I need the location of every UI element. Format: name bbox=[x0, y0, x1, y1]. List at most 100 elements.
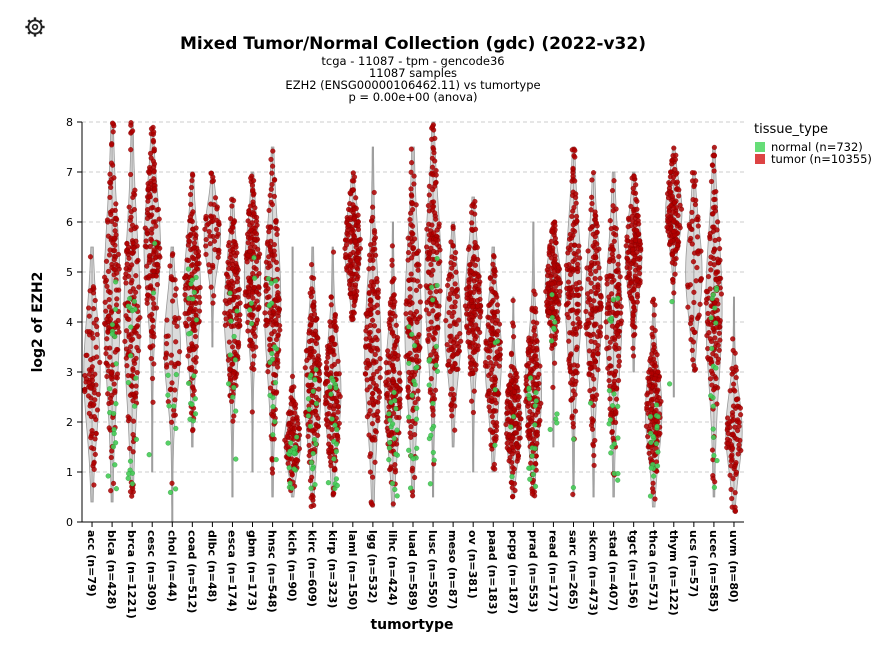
point-tumor-lusc bbox=[430, 335, 436, 341]
point-tumor-brca bbox=[132, 187, 138, 193]
point-tumor-thym bbox=[674, 238, 681, 244]
point-tumor-meso bbox=[453, 321, 459, 327]
point-tumor-lihc bbox=[389, 363, 395, 369]
point-normal-lihc bbox=[392, 398, 398, 404]
point-tumor-ucec bbox=[717, 246, 723, 252]
point-tumor-paad bbox=[492, 268, 498, 274]
point-tumor-sarc bbox=[570, 491, 576, 497]
point-normal-kirp bbox=[333, 441, 340, 447]
point-tumor-skcm bbox=[589, 419, 595, 425]
point-tumor-skcm bbox=[594, 392, 600, 398]
point-normal-esca bbox=[227, 290, 233, 296]
point-tumor-ucs bbox=[691, 289, 697, 295]
point-tumor-read bbox=[551, 268, 557, 274]
x-tick-label-ov: ov (n=381) bbox=[466, 530, 479, 599]
point-tumor-luad bbox=[408, 169, 414, 175]
point-tumor-prad bbox=[531, 308, 537, 314]
point-normal-thca bbox=[654, 463, 661, 469]
point-normal-kirc bbox=[305, 413, 311, 419]
point-normal-lusc bbox=[429, 284, 435, 290]
point-tumor-meso bbox=[449, 407, 455, 413]
point-tumor-skcm bbox=[589, 201, 595, 207]
point-tumor-ov bbox=[467, 262, 473, 268]
point-tumor-kirp bbox=[328, 349, 334, 355]
point-tumor-lusc bbox=[430, 187, 436, 193]
point-tumor-uvm bbox=[727, 388, 733, 394]
point-tumor-skcm bbox=[590, 254, 597, 260]
point-tumor-pcpg bbox=[505, 410, 511, 416]
point-tumor-acc bbox=[88, 367, 95, 373]
point-tumor-kirp bbox=[332, 319, 338, 325]
point-normal-kirc bbox=[308, 485, 314, 491]
point-tumor-kich bbox=[296, 426, 302, 432]
point-tumor-kirp bbox=[329, 427, 335, 433]
point-tumor-cesc bbox=[147, 273, 153, 279]
point-normal-brca bbox=[131, 298, 137, 304]
point-tumor-tgct bbox=[626, 215, 632, 221]
point-tumor-skcm bbox=[588, 264, 594, 270]
point-tumor-lihc bbox=[389, 330, 395, 336]
point-tumor-luad bbox=[412, 432, 418, 438]
point-tumor-esca bbox=[231, 219, 237, 225]
point-tumor-chol bbox=[172, 387, 178, 393]
point-tumor-dlbc bbox=[210, 262, 216, 268]
point-tumor-laml bbox=[354, 258, 360, 264]
point-tumor-dlbc bbox=[212, 247, 218, 253]
point-tumor-thym bbox=[670, 277, 676, 283]
point-tumor-thym bbox=[671, 205, 677, 211]
point-normal-coad bbox=[189, 277, 195, 283]
point-normal-lihc bbox=[390, 421, 396, 427]
point-tumor-ucec bbox=[708, 322, 714, 328]
point-tumor-esca bbox=[227, 372, 233, 378]
point-tumor-kirc bbox=[305, 382, 311, 388]
point-normal-blca bbox=[113, 440, 119, 446]
point-tumor-lgg bbox=[368, 501, 375, 507]
point-tumor-paad bbox=[490, 261, 496, 267]
point-tumor-chol bbox=[174, 323, 180, 329]
point-tumor-paad bbox=[491, 279, 497, 285]
point-tumor-tgct bbox=[634, 291, 640, 297]
point-tumor-sarc bbox=[566, 338, 572, 344]
point-tumor-lusc bbox=[433, 172, 439, 178]
point-tumor-lihc bbox=[390, 356, 396, 362]
point-tumor-read bbox=[546, 252, 552, 258]
point-tumor-cesc bbox=[150, 219, 156, 225]
point-normal-thca bbox=[655, 449, 661, 455]
point-normal-kirp bbox=[330, 378, 336, 384]
point-tumor-meso bbox=[450, 242, 456, 249]
point-tumor-ucs bbox=[691, 183, 697, 190]
point-tumor-tgct bbox=[631, 258, 637, 264]
point-tumor-kirc bbox=[305, 433, 311, 439]
point-tumor-lgg bbox=[371, 189, 377, 196]
point-tumor-coad bbox=[190, 209, 196, 215]
point-tumor-chol bbox=[164, 317, 170, 323]
point-tumor-stad bbox=[604, 346, 610, 352]
point-tumor-ucec bbox=[709, 447, 716, 453]
point-tumor-pcpg bbox=[513, 384, 519, 390]
point-tumor-stad bbox=[606, 355, 612, 361]
point-normal-luad bbox=[414, 445, 420, 451]
point-tumor-prad bbox=[532, 460, 539, 467]
point-tumor-kirc bbox=[307, 322, 313, 328]
gear-icon[interactable] bbox=[24, 16, 46, 38]
point-tumor-lgg bbox=[374, 302, 380, 308]
point-tumor-meso bbox=[449, 413, 455, 419]
point-tumor-pcpg bbox=[507, 372, 513, 379]
point-tumor-thca bbox=[644, 392, 650, 398]
point-tumor-prad bbox=[525, 403, 531, 409]
point-tumor-read bbox=[549, 281, 555, 287]
point-tumor-skcm bbox=[587, 388, 593, 394]
point-tumor-ucs bbox=[689, 241, 695, 247]
point-normal-stad bbox=[615, 477, 621, 483]
point-tumor-skcm bbox=[586, 348, 592, 354]
point-tumor-chol bbox=[169, 252, 175, 258]
point-tumor-lusc bbox=[426, 183, 432, 189]
point-tumor-blca bbox=[112, 222, 118, 228]
point-tumor-ucs bbox=[689, 178, 696, 184]
point-tumor-prad bbox=[527, 366, 533, 372]
point-tumor-esca bbox=[228, 216, 234, 222]
point-tumor-lihc bbox=[397, 396, 403, 402]
point-normal-ucec bbox=[708, 315, 714, 321]
point-tumor-esca bbox=[222, 322, 228, 328]
point-tumor-esca bbox=[229, 203, 235, 209]
